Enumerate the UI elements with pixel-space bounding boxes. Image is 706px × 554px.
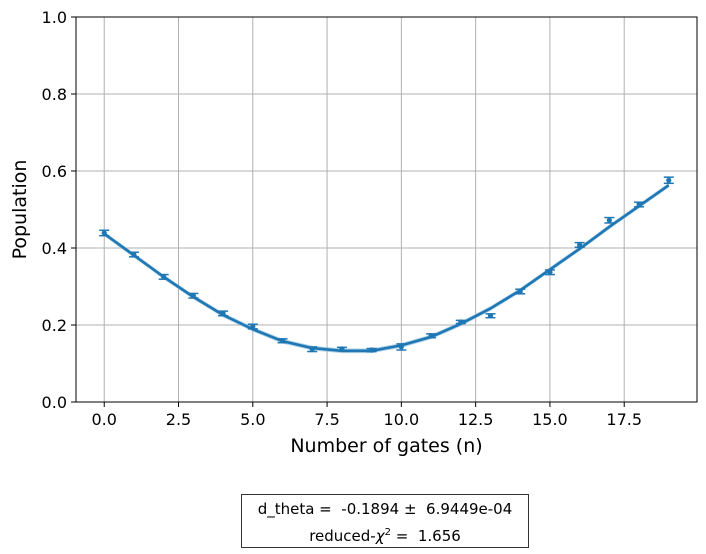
fit-band <box>104 182 669 354</box>
x-axis-label: Number of gates (n) <box>290 435 482 457</box>
data-marker <box>666 177 672 183</box>
data-point <box>336 346 347 352</box>
data-marker <box>220 310 226 317</box>
data-marker <box>339 346 345 352</box>
data-marker <box>428 333 434 339</box>
chi-symbol: χ <box>375 527 385 545</box>
data-marker <box>101 230 107 236</box>
plot-frame <box>75 16 698 403</box>
grid <box>76 16 697 403</box>
data-point <box>307 346 318 353</box>
data-point <box>277 338 288 344</box>
x-tick-label: 0.0 <box>92 410 117 429</box>
data-marker <box>547 269 553 275</box>
reduced-chi2-text: reduced-χ2 = 1.656 <box>242 521 528 548</box>
chart: 0.0 2.5 5.0 7.5 10.0 12.5 15.0 17.5 0.00.20.40.… <box>9 8 698 457</box>
data-marker <box>487 313 494 319</box>
y-tick-label: 0.6 <box>42 162 67 181</box>
chi-exponent: 2 <box>384 527 391 538</box>
fit-confidence-band <box>104 182 669 354</box>
data-point <box>366 347 377 353</box>
y-axis-ticks: 0.0 0.2 0.4 0.6 0.8 1.0 <box>42 8 76 412</box>
data-point <box>604 216 615 224</box>
data-point <box>515 288 526 295</box>
x-axis-ticks: 0.0 2.5 5.0 7.5 10.0 12.5 15.0 17.5 <box>92 402 642 429</box>
data-point <box>574 241 585 248</box>
fit-result-box: d_theta = -0.1894 ± 6.9449e-04 reduced-χ… <box>241 494 529 548</box>
reduced-chi2-value: = 1.656 <box>390 527 461 545</box>
data-marker <box>398 344 404 350</box>
data-marker <box>577 242 583 248</box>
data-marker <box>161 274 167 280</box>
data-marker <box>250 323 256 330</box>
data-point <box>247 323 258 330</box>
data-point <box>218 310 229 317</box>
fit-line <box>103 184 670 353</box>
data-points <box>99 176 674 353</box>
data-point <box>634 201 645 208</box>
data-marker <box>131 251 137 258</box>
x-tick-label: 12.5 <box>458 410 494 429</box>
data-point <box>99 229 110 237</box>
x-tick-label: 10.0 <box>384 410 420 429</box>
data-marker <box>517 288 523 295</box>
data-marker <box>636 201 642 208</box>
data-point <box>663 176 674 185</box>
y-axis-label: Population <box>9 160 31 260</box>
x-tick-label: 17.5 <box>606 410 642 429</box>
data-marker <box>369 347 375 353</box>
data-marker <box>279 338 286 344</box>
data-point <box>426 333 437 339</box>
x-tick-label: 15.0 <box>532 410 568 429</box>
x-tick-label: 5.0 <box>240 410 265 429</box>
y-tick-label: 0.0 <box>42 393 67 412</box>
reduced-chi2-prefix: reduced- <box>309 527 376 545</box>
data-point <box>455 319 466 325</box>
y-tick-label: 0.8 <box>42 85 67 104</box>
fit-parameter-text: d_theta = -0.1894 ± 6.9449e-04 <box>257 500 513 518</box>
data-point <box>158 273 169 280</box>
data-point <box>396 343 407 351</box>
y-tick-label: 1.0 <box>42 8 67 27</box>
data-point <box>188 292 199 299</box>
data-marker <box>458 319 464 325</box>
fit-curve <box>103 184 670 353</box>
data-marker <box>309 346 315 352</box>
data-point <box>544 269 555 276</box>
x-tick-label: 7.5 <box>314 410 339 429</box>
data-point <box>485 313 496 319</box>
y-tick-label: 0.2 <box>42 316 67 335</box>
y-tick-label: 0.4 <box>42 239 67 258</box>
x-tick-label: 2.5 <box>166 410 191 429</box>
data-marker <box>606 217 612 223</box>
data-point <box>128 251 139 258</box>
data-marker <box>190 293 196 299</box>
